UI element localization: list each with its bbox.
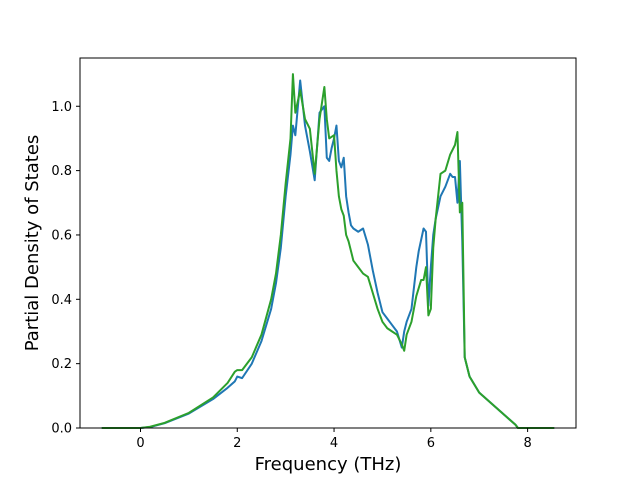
plot-lines <box>101 73 555 429</box>
y-tick-label: 0.0 <box>51 422 72 437</box>
y-tick-label: 0.6 <box>51 228 72 243</box>
series-line-2 <box>101 73 555 429</box>
x-axis-ticks: 0 2 4 6 8 <box>136 428 532 451</box>
y-tick-label: 0.4 <box>51 293 72 308</box>
x-tick-label: 2 <box>233 436 241 451</box>
y-axis-label: Partial Density of States <box>22 135 43 352</box>
x-tick-label: 8 <box>523 436 531 451</box>
x-tick-label: 6 <box>427 436 435 451</box>
y-tick-label: 1.0 <box>51 100 72 115</box>
x-axis-label: Frequency (THz) <box>255 454 402 475</box>
axes-frame <box>79 57 577 429</box>
y-tick-label: 0.2 <box>51 357 72 372</box>
x-tick-label: 0 <box>136 436 144 451</box>
x-tick-label: 4 <box>330 436 338 451</box>
y-axis-ticks: 0.0 0.2 0.4 0.6 0.8 1.0 <box>51 100 80 437</box>
y-tick-label: 0.8 <box>51 164 72 179</box>
series-line-1 <box>101 79 555 429</box>
